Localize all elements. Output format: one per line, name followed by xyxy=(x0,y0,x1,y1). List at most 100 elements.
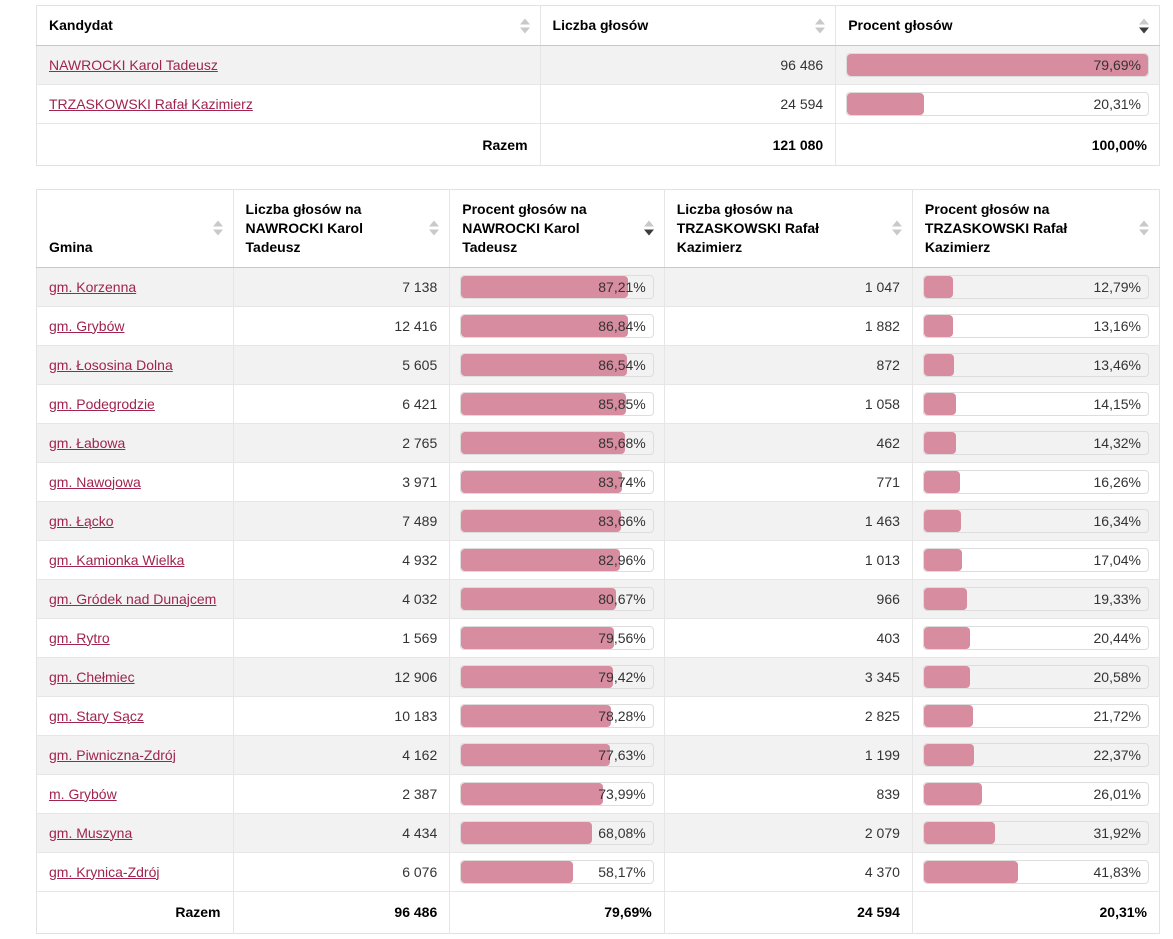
votes-trzaskowski-cell: 1 882 xyxy=(664,305,913,346)
column-header-procent-trzaskowski[interactable]: Procent głosów na TRZASKOWSKI Rafał Kazi… xyxy=(912,189,1160,268)
gmina-link[interactable]: gm. Korzenna xyxy=(49,278,137,295)
votes-trzaskowski-cell: 1 013 xyxy=(664,539,913,580)
column-header-procent-nawrocki[interactable]: Procent głosów na NAWROCKI Karol Tadeusz xyxy=(449,189,665,268)
gmina-total-row: Razem 96 486 79,69% 24 594 20,31% xyxy=(36,890,1160,934)
gmina-row: gm. Łabowa 2 765 85,68% 462 14,32% xyxy=(36,422,1160,463)
percent-cell: 86,84% xyxy=(449,305,665,346)
gmina-link[interactable]: gm. Łabowa xyxy=(49,434,126,451)
votes-trzaskowski-cell: 2 079 xyxy=(664,812,913,853)
percent-cell: 85,68% xyxy=(449,422,665,463)
percent-cell: 82,96% xyxy=(449,539,665,580)
percent-bar-label: 20,44% xyxy=(1093,629,1141,646)
gmina-cell: gm. Gródek nad Dunajcem xyxy=(36,578,234,619)
gmina-link[interactable]: m. Grybów xyxy=(49,785,117,802)
votes-trzaskowski-cell: 403 xyxy=(664,617,913,658)
column-header-liczba-trzaskowski[interactable]: Liczba głosów na TRZASKOWSKI Rafał Kazim… xyxy=(664,189,913,268)
gmina-link[interactable]: gm. Gródek nad Dunajcem xyxy=(49,590,217,607)
column-header-liczba-glosow[interactable]: Liczba głosów xyxy=(540,5,837,46)
percent-bar: 20,58% xyxy=(922,664,1149,689)
gmina-link[interactable]: gm. Grybów xyxy=(49,317,125,334)
percent-bar: 83,66% xyxy=(460,508,654,533)
gmina-link[interactable]: gm. Piwniczna-Zdrój xyxy=(49,746,176,763)
gmina-link[interactable]: gm. Kamionka Wielka xyxy=(49,551,185,568)
percent-cell: 86,54% xyxy=(449,344,665,385)
gmina-link[interactable]: gm. Muszyna xyxy=(49,824,133,841)
gmina-cell: gm. Stary Sącz xyxy=(36,695,234,736)
gmina-link[interactable]: gm. Łososina Dolna xyxy=(49,356,173,373)
percent-bar: 68,08% xyxy=(460,820,654,845)
votes-nawrocki-cell: 7 138 xyxy=(233,267,451,307)
votes-cell: 96 486 xyxy=(540,45,837,85)
gmina-link[interactable]: gm. Nawojowa xyxy=(49,473,141,490)
percent-bar-fill xyxy=(461,587,616,610)
column-header-kandydat[interactable]: Kandydat xyxy=(36,5,541,46)
gmina-row: gm. Łososina Dolna 5 605 86,54% 872 13,46% xyxy=(36,344,1160,385)
percent-cell: 20,31% xyxy=(835,84,1160,124)
gmina-cell: gm. Nawojowa xyxy=(36,461,234,502)
column-header-label: Liczba głosów na TRZASKOWSKI Rafał Kazim… xyxy=(676,201,820,255)
percent-bar-fill xyxy=(847,93,924,115)
summary-total-row: Razem 121 080 100,00% xyxy=(36,123,1160,166)
percent-bar-fill xyxy=(923,743,975,766)
column-header-liczba-nawrocki[interactable]: Liczba głosów na NAWROCKI Karol Tadeusz xyxy=(233,189,451,268)
percent-bar-fill xyxy=(461,704,612,727)
percent-bar: 85,68% xyxy=(460,430,654,455)
percent-bar: 13,46% xyxy=(922,352,1149,377)
percent-bar-fill xyxy=(461,314,628,337)
gmina-cell: gm. Piwniczna-Zdrój xyxy=(36,734,234,775)
votes-trzaskowski-cell: 1 058 xyxy=(664,383,913,424)
gmina-link[interactable]: gm. Krynica-Zdrój xyxy=(49,863,160,880)
percent-bar: 20,31% xyxy=(846,92,1149,116)
percent-bar-fill xyxy=(923,314,954,337)
percent-bar: 31,92% xyxy=(922,820,1149,845)
votes-trzaskowski-cell: 1 047 xyxy=(664,267,913,307)
percent-bar-label: 79,69% xyxy=(1093,57,1141,73)
gmina-link[interactable]: gm. Podegrodzie xyxy=(49,395,155,412)
candidate-link[interactable]: NAWROCKI Karol Tadeusz xyxy=(49,57,218,73)
votes-trzaskowski-cell: 462 xyxy=(664,422,913,463)
gmina-row: gm. Gródek nad Dunajcem 4 032 80,67% 966 19,… xyxy=(36,578,1160,619)
column-header-gmina[interactable]: Gmina xyxy=(36,189,234,268)
percent-bar-fill xyxy=(923,626,970,649)
votes-nawrocki-cell: 6 076 xyxy=(233,851,451,892)
candidate-row: NAWROCKI Karol Tadeusz 96 486 79,69% xyxy=(36,45,1160,85)
gmina-cell: gm. Chełmiec xyxy=(36,656,234,697)
gmina-link[interactable]: gm. Łącko xyxy=(49,512,114,529)
sort-arrows-icon xyxy=(212,220,223,236)
percent-cell: 16,26% xyxy=(912,461,1160,502)
gmina-link[interactable]: gm. Rytro xyxy=(49,629,110,646)
percent-bar: 14,15% xyxy=(922,391,1149,416)
percent-bar-label: 68,08% xyxy=(598,824,646,841)
percent-cell: 20,58% xyxy=(912,656,1160,697)
percent-bar: 19,33% xyxy=(922,586,1149,611)
gmina-link[interactable]: gm. Chełmiec xyxy=(49,668,135,685)
percent-bar-fill xyxy=(461,431,626,454)
percent-bar-label: 20,58% xyxy=(1093,668,1141,685)
gmina-cell: gm. Kamionka Wielka xyxy=(36,539,234,580)
sort-arrows-icon xyxy=(815,18,826,33)
percent-bar-label: 86,54% xyxy=(598,356,646,373)
gmina-results-table: Gmina Liczba głosów na NAWROCKI Karol Ta… xyxy=(36,189,1160,934)
percent-bar-label: 41,83% xyxy=(1093,863,1141,880)
percent-bar-fill xyxy=(923,509,961,532)
percent-cell: 19,33% xyxy=(912,578,1160,619)
column-header-procent-glosow[interactable]: Procent głosów xyxy=(835,5,1160,46)
column-header-label: Liczba głosów xyxy=(552,17,649,34)
percent-bar-label: 14,15% xyxy=(1093,395,1141,412)
votes-nawrocki-cell: 5 605 xyxy=(233,344,451,385)
sort-arrows-icon xyxy=(891,220,902,236)
percent-bar-fill xyxy=(923,704,973,727)
percent-bar-fill xyxy=(461,275,629,298)
percent-bar-fill xyxy=(461,509,622,532)
gmina-row: gm. Kamionka Wielka 4 932 82,96% 1 013 17,04… xyxy=(36,539,1160,580)
total-label: Razem xyxy=(36,123,541,166)
percent-bar-label: 16,34% xyxy=(1093,512,1141,529)
candidate-link[interactable]: TRZASKOWSKI Rafał Kazimierz xyxy=(49,96,253,112)
percent-bar-fill xyxy=(461,392,626,415)
votes-nawrocki-cell: 4 162 xyxy=(233,734,451,775)
votes-trzaskowski-cell: 839 xyxy=(664,773,913,814)
sort-arrows-icon xyxy=(1139,220,1149,236)
gmina-cell: gm. Podegrodzie xyxy=(36,383,234,424)
gmina-link[interactable]: gm. Stary Sącz xyxy=(49,707,144,724)
